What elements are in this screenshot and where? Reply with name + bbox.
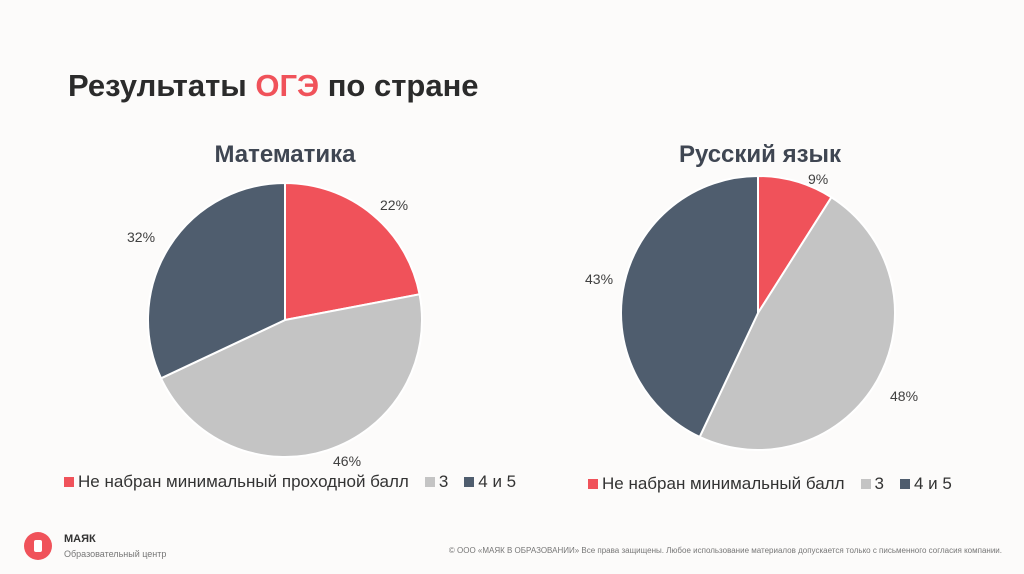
pie-math <box>147 181 423 458</box>
legend-swatch-3 <box>424 477 435 487</box>
label-math-fail: 22% <box>380 197 409 213</box>
pie-russian <box>620 174 896 451</box>
chart-title-math: Математика <box>214 141 356 168</box>
label-rus-3: 48% <box>890 388 919 404</box>
page-title: Результаты ОГЭ по стране <box>68 68 479 104</box>
legend-label: 3 <box>438 472 449 491</box>
legend-swatch-3 <box>860 479 871 489</box>
brand-name: МАЯК <box>64 533 96 545</box>
chart-title-russian: Русский язык <box>678 141 842 168</box>
legend-math: Не набран минимальный проходной балл 3 4… <box>64 472 516 492</box>
label-rus-45: 43% <box>585 271 614 287</box>
label-math-3: 46% <box>333 453 362 469</box>
title-accent: ОГЭ <box>255 68 320 103</box>
slice-3 <box>159 293 423 458</box>
title-text: Результаты <box>68 68 256 103</box>
title-text-end: по стране <box>319 68 479 103</box>
brand-subtitle: Образовательный центр <box>64 549 167 559</box>
slice-3 <box>698 195 896 451</box>
legend-label: 4 и 5 <box>913 474 952 493</box>
slice-4-5 <box>147 181 286 380</box>
legend-label: 4 и 5 <box>478 472 517 491</box>
legend-swatch-45 <box>899 479 910 489</box>
legend-label: Не набран минимальный балл <box>602 474 845 493</box>
slice-4-5 <box>620 174 759 439</box>
slice-fail <box>284 181 421 322</box>
legend-swatch-45 <box>464 477 475 487</box>
label-rus-fail: 9% <box>808 171 829 187</box>
copyright: © ООО «МАЯК В ОБРАЗОВАНИИ» Все права защ… <box>448 546 1002 555</box>
legend-swatch-fail <box>588 479 598 489</box>
legend-swatch-fail <box>64 477 74 487</box>
legend-label: Не набран минимальный проходной балл <box>78 472 409 491</box>
legend-label: 3 <box>874 474 884 493</box>
legend-russian: Не набран минимальный балл 3 4 и 5 <box>588 474 952 494</box>
logo-icon <box>24 532 52 560</box>
label-math-45: 32% <box>127 229 156 245</box>
